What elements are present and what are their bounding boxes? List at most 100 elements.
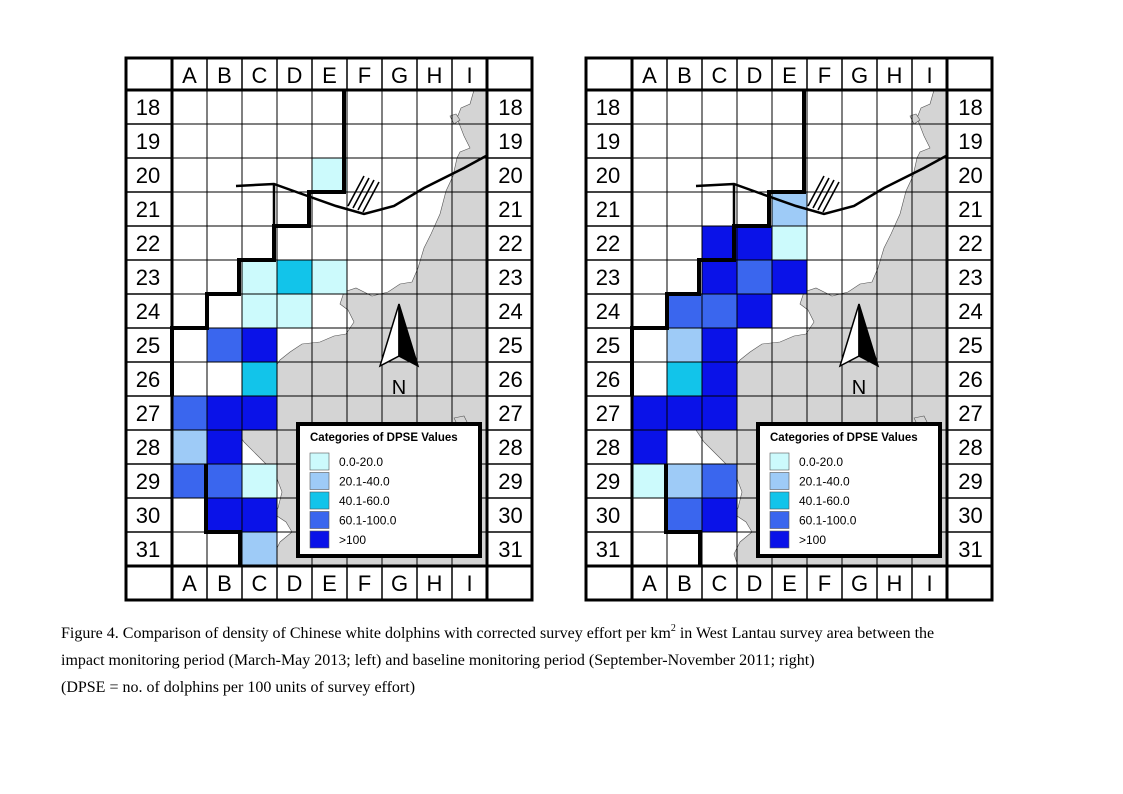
row-label-left-31: 31: [596, 537, 620, 562]
col-label-top-B: B: [677, 63, 692, 88]
dpse-cell-B27: [667, 396, 702, 430]
dpse-cell-C26: [702, 362, 737, 396]
col-label-bottom-F: F: [358, 571, 371, 596]
col-label-top-F: F: [818, 63, 831, 88]
survey-boundary: [170, 90, 346, 566]
dpse-cell-C25: [242, 328, 277, 362]
row-label-right-28: 28: [958, 435, 982, 460]
row-label-left-20: 20: [596, 163, 620, 188]
col-label-bottom-G: G: [851, 571, 868, 596]
row-label-left-28: 28: [596, 435, 620, 460]
row-label-right-24: 24: [958, 299, 982, 324]
col-label-bottom-E: E: [322, 571, 337, 596]
dpse-cell-C23: [242, 260, 277, 294]
col-label-bottom-H: H: [427, 571, 443, 596]
dpse-cell-D24: [737, 294, 772, 328]
row-label-left-18: 18: [136, 95, 160, 120]
dpse-cell-E21: [772, 192, 807, 226]
bridge-hatching: [347, 175, 380, 213]
row-label-left-24: 24: [136, 299, 160, 324]
dpse-cell-C26: [242, 362, 277, 396]
map-right: N Categories of DPSE Values 0.0-20.0 20.1-4…: [584, 56, 994, 602]
dpse-cell-C29: [702, 464, 737, 498]
dpse-cell-A29: [632, 464, 667, 498]
col-label-bottom-F: F: [818, 571, 831, 596]
row-label-right-22: 22: [958, 231, 982, 256]
legend-label-c1: 0.0-20.0: [799, 455, 843, 469]
dpse-cell-A29: [172, 464, 207, 498]
bridge-hatching: [807, 175, 840, 213]
legend-label-c4: 60.1-100.0: [799, 514, 857, 528]
col-label-top-D: D: [747, 63, 763, 88]
row-label-right-23: 23: [498, 265, 522, 290]
dpse-cell-B25: [207, 328, 242, 362]
row-label-right-18: 18: [958, 95, 982, 120]
row-label-left-25: 25: [596, 333, 620, 358]
row-label-right-31: 31: [498, 537, 522, 562]
legend-label-c1: 0.0-20.0: [339, 455, 383, 469]
col-label-bottom-A: A: [642, 571, 657, 596]
row-label-right-20: 20: [498, 163, 522, 188]
row-label-right-24: 24: [498, 299, 522, 324]
col-label-top-H: H: [887, 63, 903, 88]
hatch-line: [357, 179, 375, 211]
col-label-bottom-D: D: [287, 571, 303, 596]
map-panel-right: N Categories of DPSE Values 0.0-20.0 20.1-4…: [584, 56, 994, 602]
dpse-cell-C27: [242, 396, 277, 430]
dpse-cell-E22: [772, 226, 807, 260]
legend-label-c4: 60.1-100.0: [339, 514, 397, 528]
legend-swatch-c1: [769, 452, 790, 471]
dpse-cell-B28: [207, 430, 242, 464]
boundary-line: [170, 90, 346, 396]
hatch-line: [352, 177, 370, 209]
dpse-cell-D23: [737, 260, 772, 294]
col-label-bottom-H: H: [887, 571, 903, 596]
legend: Categories of DPSE Values 0.0-20.0 20.1-40…: [296, 422, 482, 558]
boundary-line-south: [204, 464, 242, 566]
dpse-cell-C24: [702, 294, 737, 328]
col-label-top-G: G: [851, 63, 868, 88]
col-label-top-H: H: [427, 63, 443, 88]
caption-line-1: Figure 4. Comparison of density of Chine…: [61, 623, 935, 643]
hatch-line: [822, 181, 840, 213]
row-label-left-31: 31: [136, 537, 160, 562]
row-label-left-23: 23: [596, 265, 620, 290]
dpse-cell-A27: [632, 396, 667, 430]
row-label-left-18: 18: [596, 95, 620, 120]
dpse-cell-D24: [277, 294, 312, 328]
boundary-line: [630, 90, 806, 396]
legend-swatch-c5: [769, 530, 790, 549]
north-label: N: [392, 377, 406, 399]
col-label-top-I: I: [466, 63, 472, 88]
legend-swatch-c2: [309, 472, 330, 490]
row-label-left-27: 27: [136, 401, 160, 426]
dpse-cell-A27: [172, 396, 207, 430]
dpse-cell-C25: [702, 328, 737, 362]
legend-swatch-c2: [769, 472, 790, 490]
col-label-top-A: A: [642, 63, 657, 88]
row-label-right-19: 19: [958, 129, 982, 154]
dpse-cell-B24: [667, 294, 702, 328]
row-label-right-28: 28: [498, 435, 522, 460]
col-label-top-C: C: [252, 63, 268, 88]
outer-border: [124, 56, 534, 602]
row-label-left-19: 19: [136, 129, 160, 154]
row-label-right-25: 25: [958, 333, 982, 358]
row-label-left-23: 23: [136, 265, 160, 290]
hatch-line: [347, 175, 365, 207]
dpse-cell-C23: [702, 260, 737, 294]
map-panel-left: N Categories of DPSE Values 0.0-20.0 20.1-4…: [124, 56, 534, 602]
row-label-right-30: 30: [958, 503, 982, 528]
row-label-right-27: 27: [958, 401, 982, 426]
row-label-left-19: 19: [596, 129, 620, 154]
map-frame: [584, 56, 994, 602]
row-label-left-28: 28: [136, 435, 160, 460]
hatch-line: [807, 175, 825, 207]
legend-label-c2: 20.1-40.0: [339, 475, 390, 489]
north-arrow-icon: [838, 303, 880, 368]
legend-title: Categories of DPSE Values: [310, 432, 458, 444]
row-label-left-30: 30: [136, 503, 160, 528]
dpse-cell-E23: [312, 260, 347, 294]
row-label-right-19: 19: [498, 129, 522, 154]
